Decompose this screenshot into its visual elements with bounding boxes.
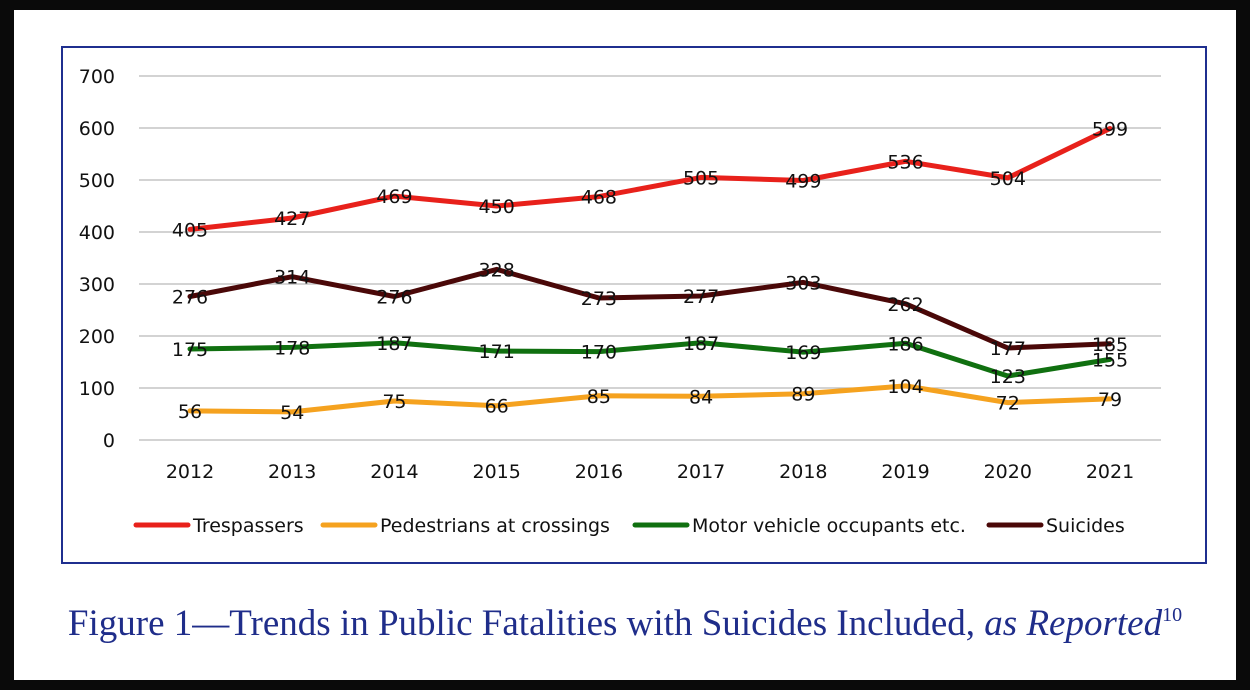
- x-tick-label-2015: 2015: [472, 461, 520, 483]
- data-label-motor-vehicle-occupants-etc-2021: 155: [1092, 349, 1128, 371]
- data-label-trespassers-2012: 405: [172, 219, 208, 241]
- chart-frame: [61, 46, 1207, 564]
- x-tick-label-2021: 2021: [1086, 461, 1134, 483]
- y-tick-label-200: 200: [79, 326, 115, 348]
- data-label-suicides-2015: 328: [479, 259, 515, 281]
- data-label-suicides-2019: 262: [887, 294, 923, 316]
- y-tick-label-0: 0: [103, 430, 115, 452]
- data-label-trespassers-2016: 468: [581, 187, 617, 209]
- data-label-suicides-2018: 303: [785, 272, 821, 294]
- x-tick-label-2013: 2013: [268, 461, 316, 483]
- data-label-pedestrians-at-crossings-2021: 79: [1098, 389, 1122, 411]
- data-label-pedestrians-at-crossings-2020: 72: [996, 393, 1020, 415]
- data-label-pedestrians-at-crossings-2018: 89: [791, 384, 815, 406]
- y-tick-label-700: 700: [79, 66, 115, 88]
- data-label-pedestrians-at-crossings-2017: 84: [689, 386, 713, 408]
- caption-italic: as Reported: [984, 603, 1163, 644]
- x-tick-label-2014: 2014: [370, 461, 418, 483]
- data-label-pedestrians-at-crossings-2014: 75: [382, 391, 406, 413]
- document-page: 0 100 200 300 400 500 600 700 2012 2013 2014 2015 20…: [14, 10, 1236, 680]
- data-label-motor-vehicle-occupants-etc-2015: 171: [479, 341, 515, 363]
- data-label-suicides-2014: 276: [376, 286, 412, 308]
- y-tick-label-400: 400: [79, 222, 115, 244]
- y-tick-label-500: 500: [79, 170, 115, 192]
- data-label-suicides-2020: 177: [990, 338, 1026, 360]
- x-tick-label-2016: 2016: [575, 461, 623, 483]
- data-label-motor-vehicle-occupants-etc-2019: 186: [887, 333, 923, 355]
- legend-label-suicides: Suicides: [1046, 515, 1125, 537]
- figure-caption: Figure 1—Trends in Public Fatalities wit…: [14, 602, 1236, 645]
- data-label-motor-vehicle-occupants-etc-2018: 169: [785, 342, 821, 364]
- data-label-pedestrians-at-crossings-2012: 56: [178, 401, 202, 423]
- data-label-motor-vehicle-occupants-etc-2012: 175: [172, 339, 208, 361]
- series-line-motor-vehicle-occupants-etc: [187, 340, 1113, 379]
- line-chart: 0 100 200 300 400 500 600 700 2012 2013 2014 2015 20…: [79, 66, 1161, 537]
- x-tick-label-2012: 2012: [166, 461, 214, 483]
- data-label-motor-vehicle-occupants-etc-2013: 178: [274, 337, 310, 359]
- series-line-suicides: [187, 266, 1113, 351]
- data-label-trespassers-2014: 469: [376, 186, 412, 208]
- data-label-pedestrians-at-crossings-2019: 104: [887, 376, 923, 398]
- legend-label-trespassers: Trespassers: [192, 515, 304, 537]
- data-label-trespassers-2019: 536: [887, 151, 923, 173]
- data-label-trespassers-2020: 504: [990, 168, 1026, 190]
- data-label-motor-vehicle-occupants-etc-2016: 170: [581, 342, 617, 364]
- y-tick-label-300: 300: [79, 274, 115, 296]
- data-label-suicides-2021: 185: [1092, 334, 1128, 356]
- data-label-suicides-2016: 273: [581, 288, 617, 310]
- x-tick-label-2017: 2017: [677, 461, 725, 483]
- series-line-trespassers: [187, 126, 1113, 232]
- data-label-trespassers-2018: 499: [785, 171, 821, 193]
- y-tick-label-600: 600: [79, 118, 115, 140]
- data-label-trespassers-2017: 505: [683, 167, 719, 189]
- data-label-trespassers-2013: 427: [274, 208, 310, 230]
- caption-superscript: 10: [1162, 604, 1183, 626]
- x-tick-label-2020: 2020: [984, 461, 1032, 483]
- x-tick-label-2019: 2019: [881, 461, 929, 483]
- data-label-suicides-2012: 276: [172, 286, 208, 308]
- data-label-suicides-2017: 277: [683, 286, 719, 308]
- data-label-pedestrians-at-crossings-2015: 66: [485, 396, 509, 418]
- legend-label-motor-vehicle-occupants-etc: Motor vehicle occupants etc.: [692, 515, 966, 537]
- caption-main: Figure 1—Trends in Public Fatalities wit…: [67, 603, 985, 644]
- series-line-pedestrians-at-crossings: [187, 383, 1113, 415]
- data-label-pedestrians-at-crossings-2013: 54: [280, 402, 304, 424]
- data-label-motor-vehicle-occupants-etc-2014: 187: [376, 333, 412, 355]
- data-label-suicides-2013: 314: [274, 267, 310, 289]
- data-label-motor-vehicle-occupants-etc-2017: 187: [683, 333, 719, 355]
- data-label-trespassers-2021: 599: [1092, 119, 1128, 141]
- x-tick-label-2018: 2018: [779, 461, 827, 483]
- y-tick-label-100: 100: [79, 378, 115, 400]
- data-label-trespassers-2015: 450: [479, 196, 515, 218]
- data-label-motor-vehicle-occupants-etc-2020: 123: [990, 366, 1026, 388]
- legend-label-pedestrians-at-crossings: Pedestrians at crossings: [380, 515, 610, 537]
- data-label-pedestrians-at-crossings-2016: 85: [587, 386, 611, 408]
